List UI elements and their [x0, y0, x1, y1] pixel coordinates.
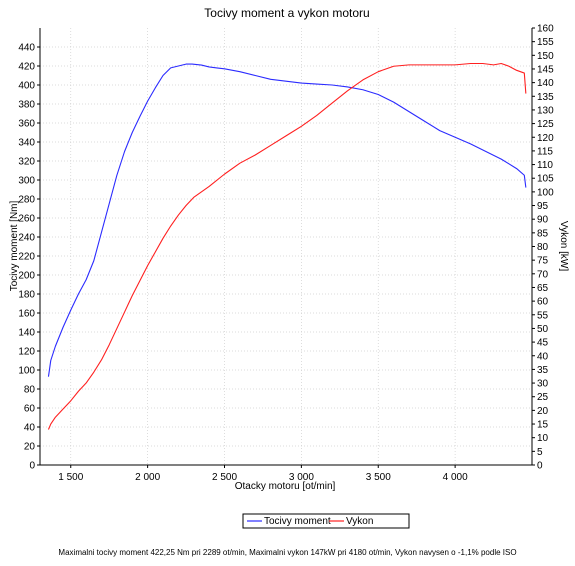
y-tick-label: 240	[18, 233, 35, 244]
y2-tick-label: 95	[537, 201, 549, 212]
y2-tick-label: 100	[537, 187, 554, 198]
y2-tick-label: 160	[537, 24, 554, 35]
x-tick-label: 3 500	[366, 472, 391, 483]
x-axis-label: Otacky motoru [ot/min]	[235, 481, 336, 492]
y2-tick-label: 35	[537, 365, 549, 376]
y2-tick-label: 150	[537, 51, 554, 62]
y-tick-label: 420	[18, 62, 35, 73]
y2-tick-label: 130	[537, 105, 554, 116]
y-tick-label: 0	[29, 461, 35, 472]
legend-box	[242, 513, 410, 529]
series-layer	[47, 62, 527, 430]
x-tick-label: 4 000	[443, 472, 468, 483]
y2-tick-label: 20	[537, 406, 549, 417]
y2-tick-label: 145	[537, 64, 554, 75]
y-tick-label: 260	[18, 214, 35, 225]
x-tick-label: 1 500	[58, 472, 83, 483]
tick-labels: 0204060801001201401601802002202402602803…	[18, 24, 554, 484]
legend: Tocivy moment Vykon	[242, 513, 410, 529]
legend-label-torque: Tocivy moment	[264, 516, 331, 527]
series-line-power	[47, 62, 527, 430]
y2-tick-label: 50	[537, 324, 549, 335]
y-tick-label: 100	[18, 366, 35, 377]
y-tick-label: 60	[24, 404, 36, 415]
y-tick-label: 120	[18, 347, 35, 358]
y-axis-label: Tocivy moment [Nm]	[9, 200, 20, 291]
y2-tick-label: 0	[537, 461, 543, 472]
footer-note: Maximalni tocivy moment 422,25 Nm pri 22…	[58, 548, 517, 557]
y2-tick-label: 60	[537, 297, 549, 308]
y2-tick-label: 55	[537, 310, 549, 321]
y2-tick-label: 115	[537, 146, 553, 157]
y2-tick-label: 110	[537, 160, 553, 171]
y2-tick-label: 40	[537, 351, 549, 362]
series-line-torque	[47, 63, 527, 377]
y2-axis-label: Vykon [kW]	[558, 221, 569, 271]
y2-tick-label: 15	[537, 420, 549, 431]
x-tick-label: 2 500	[212, 472, 237, 483]
legend-label-power: Vykon	[346, 516, 373, 527]
y2-tick-label: 155	[537, 37, 554, 48]
y2-tick-label: 45	[537, 338, 549, 349]
y2-tick-label: 125	[537, 119, 554, 130]
y-tick-label: 140	[18, 328, 35, 339]
y2-tick-label: 10	[537, 433, 549, 444]
y-tick-label: 80	[24, 385, 36, 396]
y-tick-label: 280	[18, 195, 35, 206]
y2-tick-label: 80	[537, 242, 549, 253]
y-tick-label: 200	[18, 271, 35, 282]
chart-title: Tocivy moment a vykon motoru	[204, 6, 369, 20]
y2-tick-label: 30	[537, 379, 549, 390]
x-tick-label: 2 000	[135, 472, 160, 483]
grid	[40, 28, 532, 465]
y-tick-label: 40	[24, 423, 36, 434]
y2-tick-label: 135	[537, 92, 554, 103]
y2-tick-label: 85	[537, 228, 549, 239]
y2-tick-label: 105	[537, 174, 554, 185]
y2-tick-label: 65	[537, 283, 549, 294]
y-tick-label: 20	[24, 442, 36, 453]
y-tick-label: 440	[18, 43, 35, 54]
axes	[37, 27, 535, 468]
y2-tick-label: 140	[537, 78, 554, 89]
y-tick-label: 400	[18, 81, 35, 92]
y-tick-label: 220	[18, 252, 35, 263]
y2-tick-label: 5	[537, 447, 543, 458]
y-tick-label: 160	[18, 309, 35, 320]
y2-tick-label: 25	[537, 392, 549, 403]
plot-area	[40, 28, 532, 465]
y-tick-label: 300	[18, 176, 35, 187]
y-tick-label: 180	[18, 290, 35, 301]
y2-tick-label: 90	[537, 215, 549, 226]
y2-tick-label: 75	[537, 256, 549, 267]
y-tick-label: 360	[18, 119, 35, 130]
y-tick-label: 340	[18, 138, 35, 149]
x-tick-label: 3 000	[289, 472, 314, 483]
y-tick-label: 320	[18, 157, 35, 168]
y2-tick-label: 120	[537, 133, 554, 144]
y-tick-label: 380	[18, 100, 35, 111]
y2-tick-label: 70	[537, 269, 549, 280]
